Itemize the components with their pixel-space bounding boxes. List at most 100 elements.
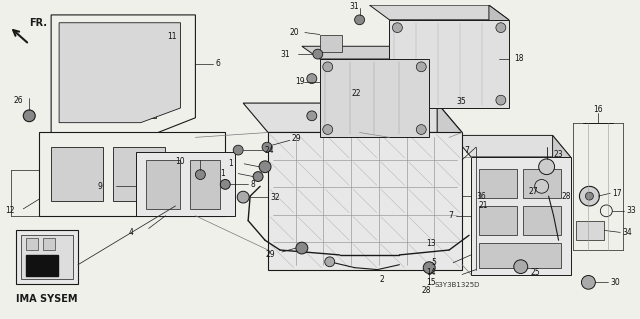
Circle shape [392, 95, 403, 105]
Text: 26: 26 [13, 96, 23, 105]
Text: 4: 4 [128, 228, 133, 237]
Text: 7: 7 [448, 211, 453, 220]
Bar [577, 221, 604, 240]
Circle shape [307, 111, 317, 121]
Polygon shape [552, 135, 570, 275]
Bar [66, 98, 156, 118]
Bar [479, 243, 561, 268]
Text: 1: 1 [228, 159, 233, 168]
Circle shape [423, 262, 435, 273]
Text: 8: 8 [250, 180, 255, 189]
Circle shape [539, 159, 555, 174]
Circle shape [586, 192, 593, 200]
Text: 18: 18 [514, 55, 524, 63]
Text: 34: 34 [622, 228, 632, 237]
Circle shape [23, 110, 35, 122]
Circle shape [582, 276, 595, 289]
Text: 35: 35 [456, 97, 466, 106]
Bar [335, 103, 362, 121]
Bar [66, 69, 156, 93]
Circle shape [416, 62, 426, 72]
Circle shape [514, 260, 528, 273]
Text: 11: 11 [168, 32, 177, 41]
Polygon shape [453, 135, 570, 157]
Circle shape [220, 180, 230, 189]
Bar [479, 206, 516, 235]
Text: 36: 36 [476, 192, 486, 201]
Bar [479, 169, 516, 198]
Bar [136, 152, 236, 216]
Bar [191, 160, 220, 209]
Bar [51, 147, 103, 201]
Text: 22: 22 [351, 89, 361, 98]
Text: 28: 28 [561, 192, 571, 201]
Text: 20: 20 [290, 28, 300, 37]
Circle shape [355, 15, 365, 25]
Text: 12: 12 [5, 206, 15, 215]
Text: 7: 7 [464, 145, 469, 155]
Polygon shape [243, 103, 462, 132]
Text: 5: 5 [431, 258, 436, 267]
Text: 31: 31 [350, 2, 360, 11]
Bar [113, 147, 164, 201]
Polygon shape [437, 103, 462, 270]
Circle shape [307, 74, 317, 84]
Text: 33: 33 [626, 206, 636, 215]
Bar [268, 132, 462, 270]
Text: IMA SYSEM: IMA SYSEM [17, 294, 78, 304]
Circle shape [313, 49, 323, 59]
Text: 2: 2 [380, 275, 384, 284]
Bar [146, 160, 180, 209]
Circle shape [323, 62, 333, 72]
Circle shape [296, 242, 308, 254]
Text: 24: 24 [264, 145, 274, 155]
Bar [26, 238, 38, 250]
Text: 16: 16 [593, 106, 603, 115]
Circle shape [125, 36, 137, 48]
Bar [43, 238, 55, 250]
Polygon shape [489, 5, 509, 108]
Circle shape [233, 145, 243, 155]
Text: 1: 1 [220, 169, 225, 178]
Circle shape [237, 191, 249, 203]
Text: 28: 28 [422, 286, 431, 295]
Polygon shape [369, 5, 509, 20]
Bar [26, 255, 58, 277]
Circle shape [253, 172, 263, 182]
Circle shape [392, 23, 403, 33]
Circle shape [534, 180, 548, 193]
Text: 6: 6 [215, 59, 220, 68]
Text: 23: 23 [554, 150, 563, 159]
Circle shape [416, 125, 426, 134]
Polygon shape [39, 132, 225, 216]
Bar [21, 235, 73, 279]
Text: 10: 10 [175, 157, 185, 166]
Polygon shape [302, 46, 429, 59]
Text: 29: 29 [292, 134, 301, 143]
Text: 15: 15 [426, 278, 436, 287]
Bar [471, 157, 570, 275]
Circle shape [323, 125, 333, 134]
Bar [320, 34, 342, 52]
Text: 19: 19 [295, 77, 305, 86]
Polygon shape [51, 15, 195, 137]
Bar [523, 206, 561, 235]
Text: FR.: FR. [29, 18, 47, 28]
Text: 31: 31 [280, 49, 290, 59]
Bar [523, 169, 561, 198]
Circle shape [117, 29, 145, 56]
Text: 29: 29 [265, 250, 275, 259]
Polygon shape [59, 23, 180, 123]
Circle shape [496, 23, 506, 33]
Circle shape [262, 142, 272, 152]
Text: 32: 32 [270, 193, 280, 202]
Circle shape [195, 170, 205, 180]
Text: 25: 25 [531, 268, 540, 277]
Bar [320, 59, 429, 137]
Text: 9: 9 [98, 182, 103, 191]
Text: 17: 17 [612, 189, 622, 198]
Text: 14: 14 [426, 268, 436, 277]
Text: S3Y3B1325D: S3Y3B1325D [434, 282, 479, 288]
Text: 21: 21 [479, 201, 488, 211]
Circle shape [324, 257, 335, 267]
